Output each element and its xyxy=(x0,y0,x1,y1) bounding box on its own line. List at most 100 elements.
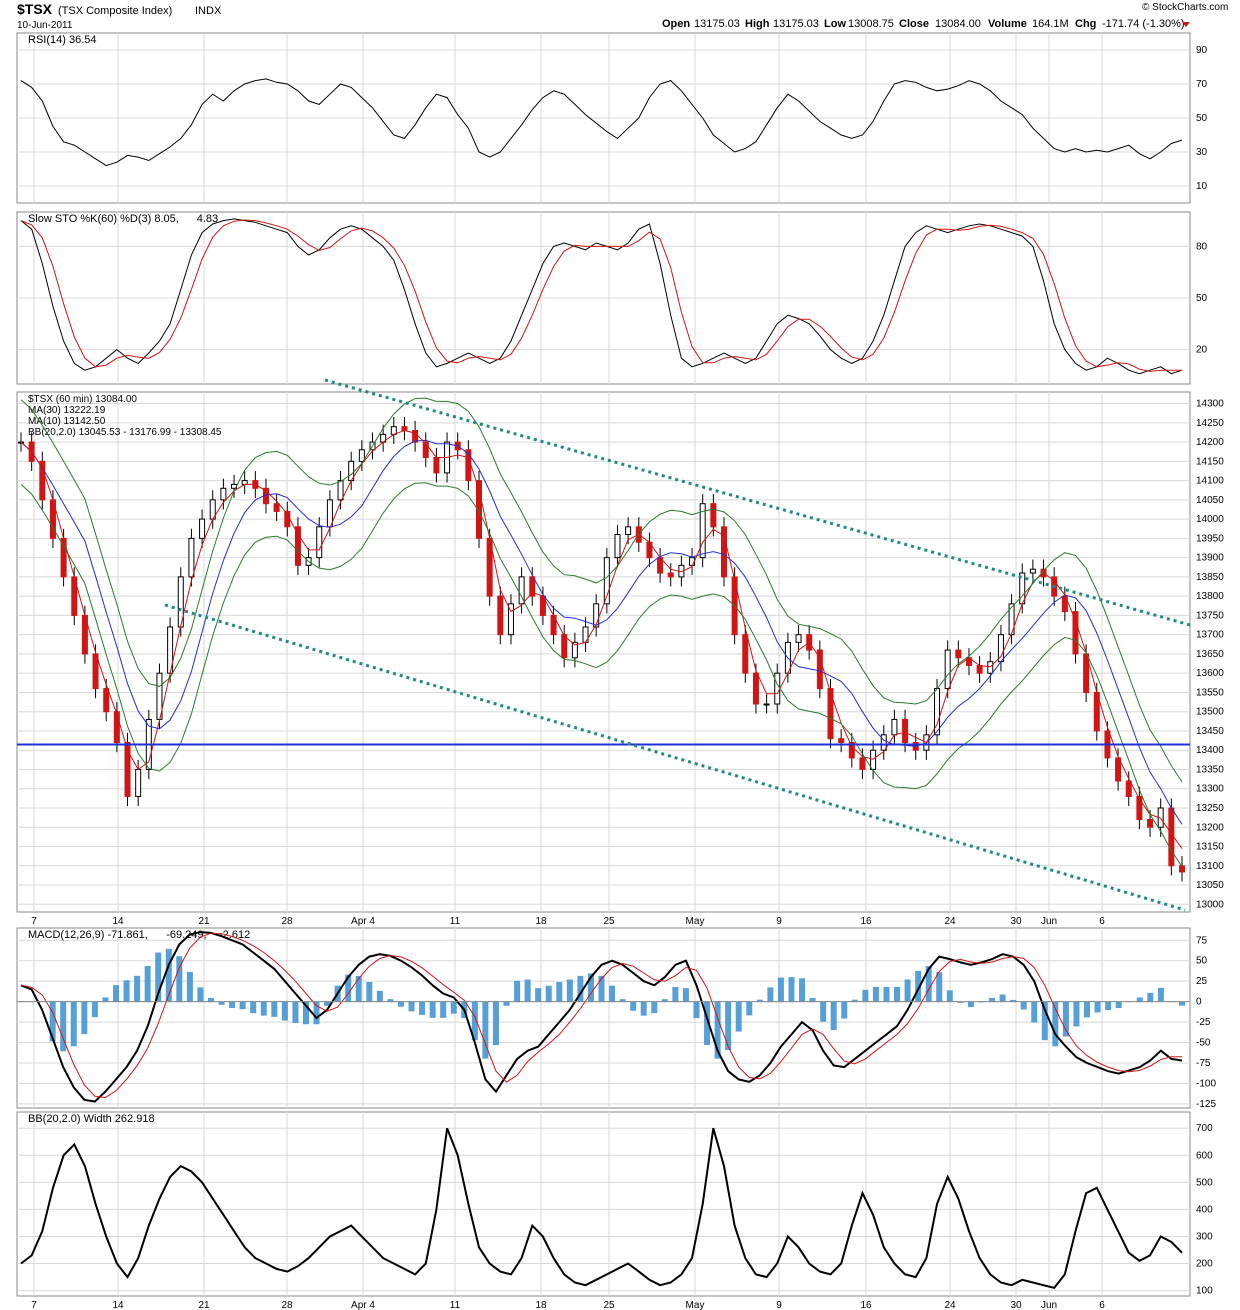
y-tick-label: 0 xyxy=(1196,997,1202,1008)
x-tick-label: 9 xyxy=(776,916,782,927)
legend-entry: $TSX (60 min) 13084.00 xyxy=(28,394,137,405)
x-tick-label: 25 xyxy=(603,916,615,927)
candle-body xyxy=(838,738,845,744)
histogram-bar xyxy=(49,1001,56,1042)
histogram-bar xyxy=(735,1001,742,1032)
y-tick-label: 50 xyxy=(1196,956,1208,967)
y-tick-label: -50 xyxy=(1196,1038,1211,1049)
histogram-bar xyxy=(566,979,573,1003)
x-tick-label: 14 xyxy=(112,916,124,927)
histogram-bar xyxy=(936,972,943,1003)
candle-body xyxy=(422,441,429,458)
y-tick-label: 14050 xyxy=(1196,495,1224,506)
panel-frame xyxy=(16,391,1191,913)
histogram-bar xyxy=(503,1001,510,1006)
y-tick-label: 30 xyxy=(1196,147,1208,158)
candle-body xyxy=(859,757,866,770)
candle-body xyxy=(1115,757,1122,782)
x-tick-label: 18 xyxy=(535,1300,547,1310)
open-label: Open xyxy=(662,18,690,30)
histogram-bar xyxy=(535,988,542,1003)
histogram-bar xyxy=(366,982,373,1003)
histogram-bar xyxy=(999,994,1006,1003)
x-tick-label: Apr 4 xyxy=(351,916,375,927)
candle-body xyxy=(1136,795,1143,821)
histogram-bar xyxy=(429,1001,436,1018)
candle-body xyxy=(880,734,887,751)
histogram-bar xyxy=(165,948,172,1003)
histogram-bar xyxy=(482,1001,489,1059)
candle-body xyxy=(976,664,983,674)
panel-3: -125 -100 -75 -50 -25 0 25 50 75 MACD(12,26,9) -7… xyxy=(16,927,1216,1110)
histogram-bar xyxy=(556,982,563,1003)
index-name: (TSX Composite Index) xyxy=(58,5,172,17)
x-tick-label: 25 xyxy=(603,1300,615,1310)
histogram-bar xyxy=(619,999,626,1003)
low-label: Low xyxy=(824,18,846,30)
histogram-bar xyxy=(989,997,996,1003)
histogram-bar xyxy=(1157,987,1164,1003)
candle-body xyxy=(870,749,877,770)
histogram-bar xyxy=(714,1001,721,1059)
x-tick-label: 11 xyxy=(450,1300,461,1310)
legend-entry: -69.249, xyxy=(166,929,206,941)
candle-body xyxy=(390,426,397,435)
histogram-bar xyxy=(1136,997,1143,1003)
upper-channel-line xyxy=(324,378,1191,627)
legend-entry: -2.612 xyxy=(219,929,250,941)
histogram-bar xyxy=(514,980,521,1003)
candle-body xyxy=(987,661,994,674)
histogram-bar xyxy=(1052,1001,1059,1047)
histogram-bar xyxy=(925,966,932,1003)
x-tick-label: 14 xyxy=(112,1300,124,1310)
histogram-bar xyxy=(830,1001,837,1031)
candle-body xyxy=(113,711,120,744)
y-tick-label: 14250 xyxy=(1196,418,1224,429)
candle-body xyxy=(412,430,419,443)
panel-2: 13000 13050 13100 13150 13200 13250 13300 13350… xyxy=(16,378,1224,927)
y-tick-label: 90 xyxy=(1196,45,1208,56)
candle-body xyxy=(39,460,46,501)
histogram-bar xyxy=(102,997,109,1003)
panel-0: 10 30 50 70 90 RSI(14) 36.54 xyxy=(16,32,1208,204)
histogram-bar xyxy=(820,1001,827,1022)
histogram-bar xyxy=(957,1001,964,1003)
candle-body xyxy=(188,537,195,578)
histogram-bar xyxy=(967,1001,974,1008)
legend-entry: BB(20,2.0) Width 262.918 xyxy=(28,1113,155,1125)
histogram-bar xyxy=(1073,1001,1080,1027)
histogram-bar xyxy=(809,997,816,1003)
histogram-bar xyxy=(1115,1001,1122,1009)
y-tick-label: 13550 xyxy=(1196,687,1224,698)
candle-body xyxy=(614,534,621,559)
series-line xyxy=(20,1127,1183,1290)
histogram-bar xyxy=(1010,999,1017,1003)
histogram-bar xyxy=(1062,1001,1069,1037)
histogram-bar xyxy=(440,1001,447,1018)
x-tick-label: May xyxy=(686,1300,705,1310)
x-tick-label: 28 xyxy=(281,916,293,927)
candle-body xyxy=(294,526,301,566)
y-tick-label: 13750 xyxy=(1196,610,1224,621)
candle-body xyxy=(316,526,323,559)
histogram-bar xyxy=(471,1001,478,1041)
histogram-bar xyxy=(788,977,795,1003)
histogram-bar xyxy=(112,985,119,1003)
y-tick-label: 13600 xyxy=(1196,668,1224,679)
candle-body xyxy=(529,576,536,597)
histogram-bar xyxy=(630,1001,637,1011)
low-value: 13008.75 xyxy=(848,18,894,30)
candle-body xyxy=(401,426,408,432)
x-tick-label: Jun xyxy=(1041,916,1057,927)
legend-entry: MACD(12,26,9) -71.861, xyxy=(28,929,148,941)
histogram-bar xyxy=(70,1001,77,1047)
candle-body xyxy=(337,480,344,501)
y-tick-label: 13850 xyxy=(1196,572,1224,583)
candle-body xyxy=(571,641,578,659)
y-tick-label: -75 xyxy=(1196,1058,1211,1069)
open-value: 13175.03 xyxy=(694,18,740,30)
y-tick-label: -25 xyxy=(1196,1017,1211,1028)
y-tick-label: 13500 xyxy=(1196,707,1224,718)
histogram-bar xyxy=(851,999,858,1003)
histogram-bar xyxy=(672,986,679,1003)
